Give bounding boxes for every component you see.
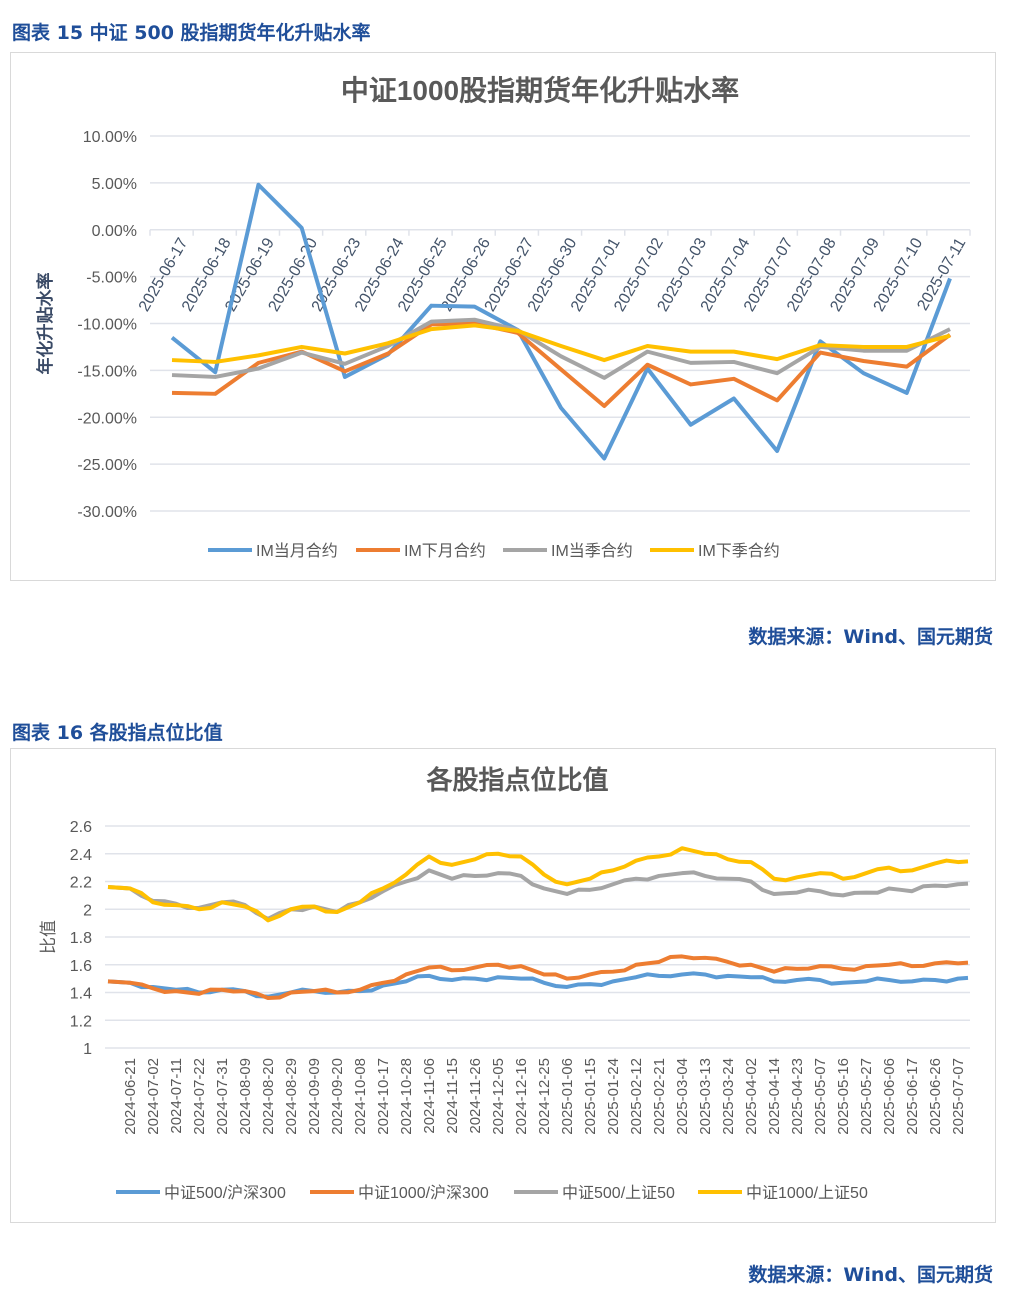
- legend-label: IM下月合约: [404, 542, 486, 560]
- legend-label: IM下季合约: [698, 542, 780, 560]
- legend-label: 中证500/沪深300: [164, 1184, 286, 1202]
- y-tick-label: 2.2: [70, 875, 92, 892]
- series-line-1: [170, 182, 952, 461]
- x-tick-label: 2024-10-28: [398, 1058, 415, 1135]
- x-tick-label: 2024-08-09: [237, 1058, 254, 1135]
- figure-16-source: 数据来源：Wind、国元期货: [748, 1264, 993, 1286]
- y-tick-label: 1.6: [70, 958, 92, 975]
- x-tick-label: 2025-07-07: [950, 1058, 967, 1135]
- y-tick-label: 2: [83, 902, 92, 919]
- y-tick-label: 1.8: [70, 930, 92, 947]
- x-tick-label: 2025-06-17: [904, 1058, 921, 1135]
- x-tick-label: 2025-05-07: [812, 1058, 829, 1135]
- series-line-2: [171, 321, 952, 408]
- x-tick-label: 2025-02-21: [651, 1058, 668, 1135]
- legend-label: 中证1000/沪深300: [358, 1184, 489, 1202]
- y-tick-label: -25.00%: [77, 457, 137, 474]
- y-tick-label: 2.4: [70, 847, 92, 864]
- y-axis-title: 比值: [39, 920, 58, 954]
- figure-15-caption: 图表 15 中证 500 股指期货年化升贴水率: [12, 22, 371, 44]
- chart-1-frame: [10, 52, 996, 581]
- x-tick-label: 2025-01-06: [559, 1058, 576, 1135]
- x-tick-label: 2024-07-02: [145, 1058, 162, 1135]
- y-axis-title: 年化升贴水率: [35, 273, 55, 375]
- x-tick-label: 2024-11-06: [421, 1058, 438, 1134]
- chart-title: 各股指点位比值: [425, 765, 608, 795]
- figure-16-caption: 图表 16 各股指点位比值: [12, 722, 223, 744]
- x-tick-label: 2025-03-13: [697, 1058, 714, 1135]
- x-tick-label: 2024-10-17: [375, 1058, 392, 1135]
- x-tick-label: 2024-12-05: [490, 1058, 507, 1135]
- y-tick-label: 1: [83, 1041, 92, 1058]
- y-tick-label: -15.00%: [77, 363, 137, 380]
- x-tick-label: 2024-12-25: [536, 1058, 553, 1135]
- y-tick-label: 1.4: [70, 986, 92, 1003]
- y-tick-label: 2.6: [70, 819, 92, 836]
- x-tick-label: 2025-03-24: [720, 1058, 737, 1135]
- y-tick-label: -5.00%: [86, 270, 137, 287]
- x-tick-label: 2025-06-06: [881, 1058, 898, 1135]
- x-tick-label: 2024-08-20: [260, 1058, 277, 1135]
- legend-label: IM当季合约: [551, 542, 633, 560]
- x-tick-label: 2024-10-08: [352, 1058, 369, 1135]
- x-tick-label: 2024-08-29: [283, 1058, 300, 1135]
- y-tick-label: -20.00%: [77, 410, 137, 427]
- x-tick-label: 2025-04-14: [766, 1058, 783, 1135]
- series-line-4: [107, 846, 969, 923]
- x-tick-label: 2024-09-09: [306, 1058, 323, 1135]
- x-tick-label: 2025-04-23: [789, 1058, 806, 1135]
- x-tick-label: 2025-01-24: [605, 1058, 622, 1135]
- x-tick-label: 2024-09-20: [329, 1058, 346, 1135]
- x-tick-label: 2025-01-15: [582, 1058, 599, 1135]
- legend-label: 中证500/上证50: [562, 1184, 675, 1202]
- y-tick-label: 1.2: [70, 1013, 92, 1030]
- x-tick-label: 2025-04-02: [743, 1058, 760, 1135]
- x-tick-label: 2024-07-22: [191, 1058, 208, 1135]
- x-tick-label: 2024-07-31: [214, 1058, 231, 1135]
- x-tick-label: 2024-06-21: [122, 1058, 139, 1135]
- y-tick-label: 10.00%: [83, 129, 137, 146]
- x-tick-label: 2025-02-12: [628, 1058, 645, 1135]
- legend-label: IM当月合约: [256, 542, 338, 560]
- y-tick-label: 0.00%: [92, 223, 137, 240]
- y-tick-label: -30.00%: [77, 504, 137, 521]
- x-tick-label: 2025-05-16: [835, 1058, 852, 1135]
- series-line-2: [107, 954, 969, 1001]
- x-tick-label: 2024-11-26: [467, 1058, 484, 1134]
- x-tick-label: 2025-03-04: [674, 1058, 691, 1135]
- chart-title: 中证1000股指期货年化升贴水率: [341, 74, 739, 106]
- x-tick-label: 2024-12-16: [513, 1058, 530, 1135]
- legend-label: 中证1000/上证50: [746, 1184, 868, 1202]
- x-tick-label: 2024-07-11: [168, 1058, 185, 1134]
- figure-15-source: 数据来源：Wind、国元期货: [748, 626, 993, 648]
- x-tick-label: 2024-11-15: [444, 1058, 461, 1134]
- x-tick-label: 2025-06-26: [927, 1058, 944, 1135]
- x-tick-label: 2025-05-27: [858, 1058, 875, 1135]
- y-tick-label: 5.00%: [92, 176, 137, 193]
- y-tick-label: -10.00%: [77, 317, 137, 334]
- series-line-4: [171, 323, 951, 364]
